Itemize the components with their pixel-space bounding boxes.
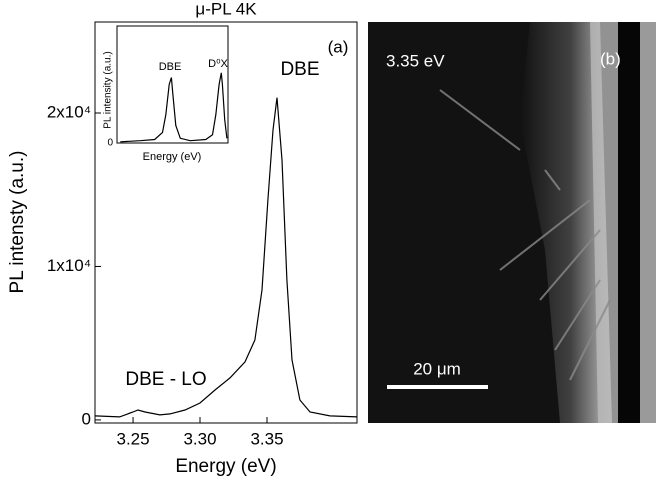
annotation: DBE bbox=[280, 59, 319, 80]
y-tick-label: 2x10⁴ bbox=[47, 102, 91, 121]
streaks bbox=[439, 89, 611, 381]
plot-frame bbox=[94, 21, 358, 424]
x-axis-label: Energy (eV) bbox=[175, 456, 276, 477]
bright-region bbox=[520, 22, 612, 423]
y-axis-label: PL intensty (a.u.) bbox=[7, 151, 28, 294]
annotation: DBE - LO bbox=[125, 369, 206, 390]
annotation: DBE bbox=[159, 61, 182, 73]
y-tick-label: 1x10⁴ bbox=[47, 256, 91, 275]
scale-bar bbox=[387, 385, 488, 389]
y-tick-label: 0 bbox=[82, 409, 91, 428]
y-tick-label: 0 bbox=[107, 138, 113, 149]
data-line bbox=[94, 97, 358, 418]
x-axis-label: Energy (eV) bbox=[143, 151, 202, 163]
panel-label: (b) bbox=[600, 49, 621, 68]
annotation: D⁰X bbox=[208, 58, 228, 70]
cl-image: 3.35 eV (b) 20 μm bbox=[368, 22, 656, 423]
chart-title: μ-PL 4K bbox=[195, 0, 257, 18]
dark-stripe bbox=[618, 22, 640, 423]
data-line bbox=[120, 72, 228, 143]
x-tick-label: 3.30 bbox=[183, 429, 216, 448]
right-edge bbox=[640, 22, 656, 423]
x-tick-label: 3.25 bbox=[116, 429, 149, 448]
scale-bar-label: 20 μm bbox=[413, 359, 461, 378]
annotation: (a) bbox=[328, 37, 349, 56]
image-label: 3.35 eV bbox=[386, 51, 445, 70]
plot-frame bbox=[116, 25, 229, 144]
bright-edge bbox=[590, 22, 620, 423]
x-tick-label: 3.35 bbox=[250, 429, 283, 448]
y-axis-label: PL intensity (a.u.) bbox=[103, 51, 114, 128]
